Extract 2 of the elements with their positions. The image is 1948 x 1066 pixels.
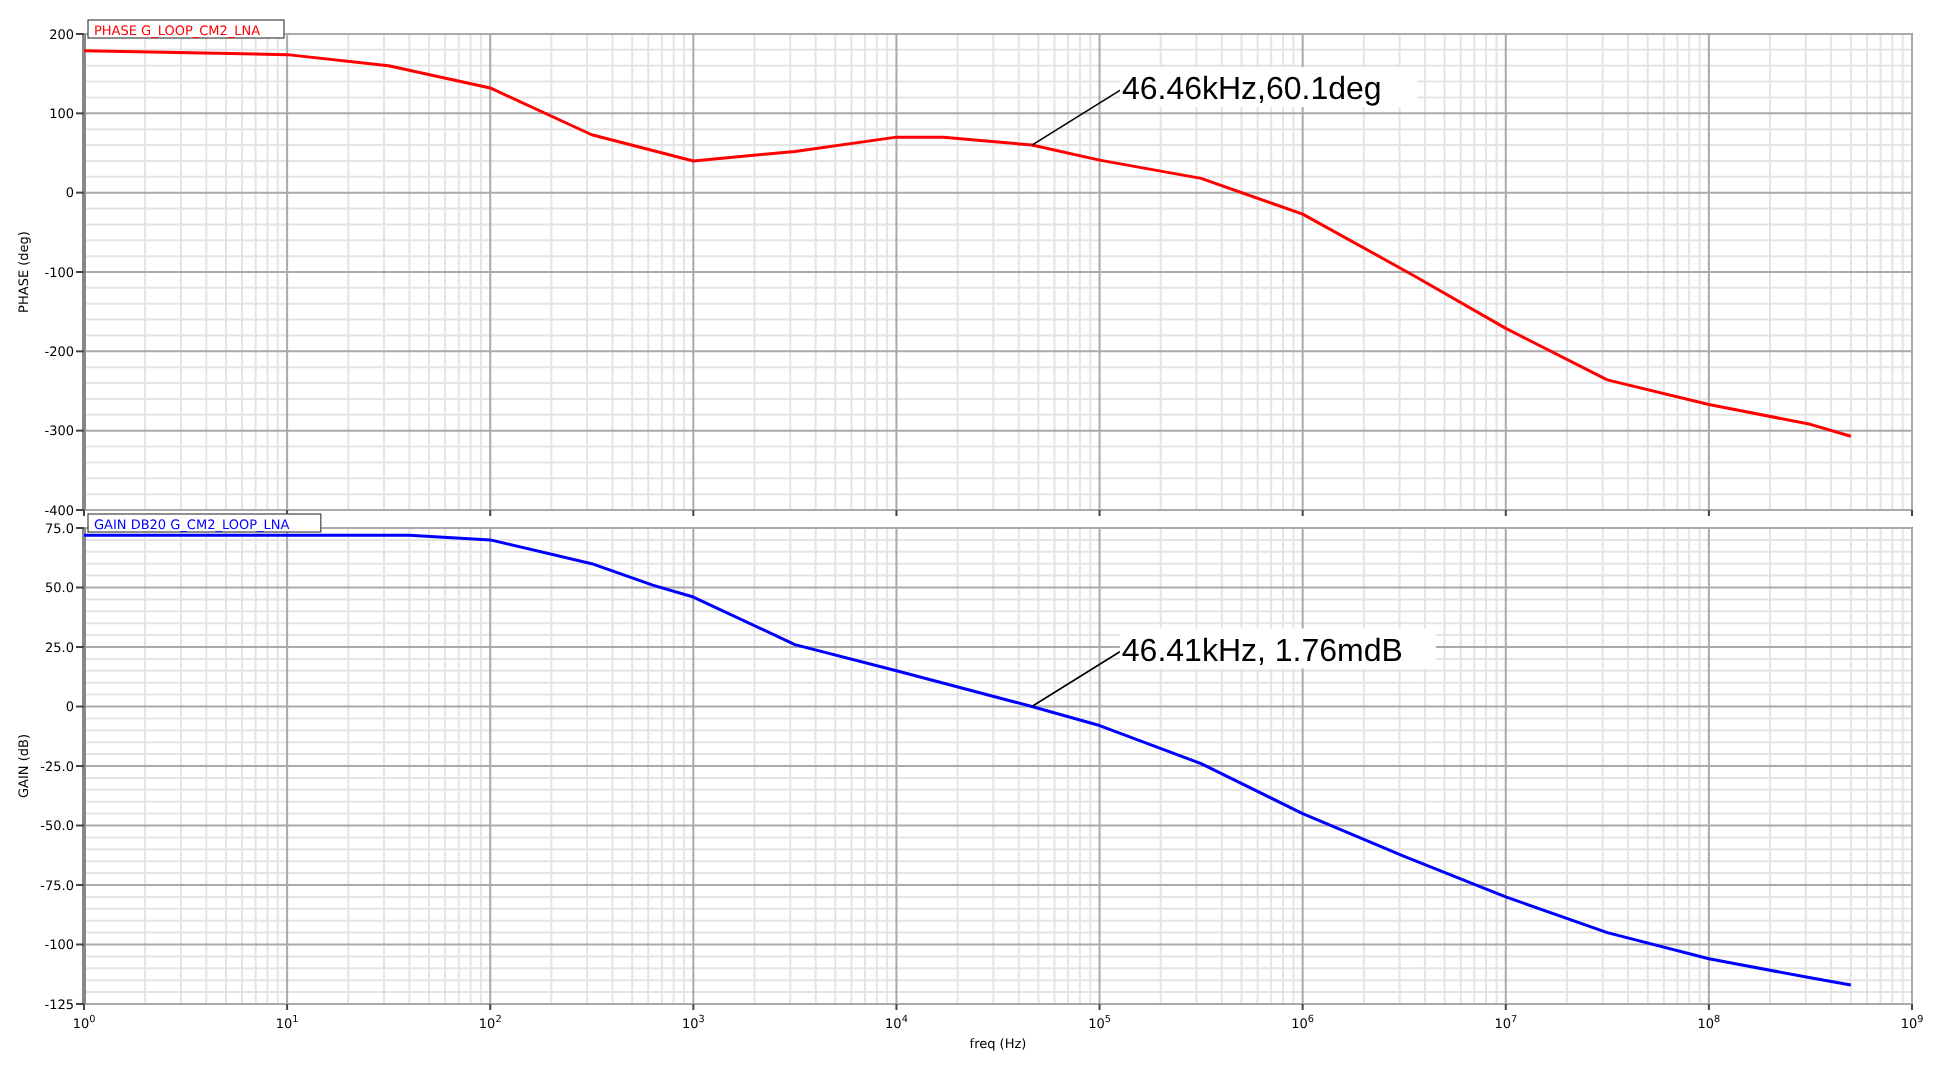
annotation: 46.46kHz,60.1deg xyxy=(1121,73,1382,108)
annotation: 46.41kHz, 1.76mdB xyxy=(1121,634,1403,669)
